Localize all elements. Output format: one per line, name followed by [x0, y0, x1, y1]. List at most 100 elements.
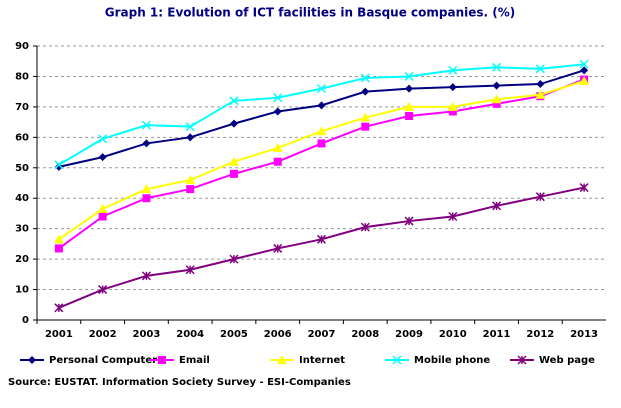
- marker: [448, 107, 457, 116]
- marker: [273, 243, 283, 253]
- y-tick-label: 40: [15, 193, 29, 204]
- marker: [98, 153, 107, 162]
- x-tick-label: 2003: [133, 329, 161, 340]
- marker: [229, 169, 238, 178]
- marker: [28, 356, 36, 364]
- marker: [492, 201, 502, 211]
- line: [58, 69, 585, 168]
- marker: [185, 174, 196, 184]
- y-tick-label: 70: [15, 102, 29, 113]
- marker: [492, 62, 502, 72]
- marker: [448, 211, 458, 222]
- y-tick-label: 60: [15, 132, 29, 143]
- legend-label: Internet: [299, 355, 345, 366]
- marker: [272, 142, 283, 152]
- marker: [229, 119, 238, 128]
- marker: [141, 120, 151, 130]
- marker: [316, 84, 327, 94]
- x-tick-label: 2010: [439, 329, 467, 340]
- y-tick-label: 80: [15, 71, 29, 82]
- x-tick-label: 2006: [264, 329, 292, 340]
- y-tick-label: 0: [22, 315, 29, 326]
- marker: [98, 212, 107, 221]
- marker: [448, 65, 458, 75]
- x-tick-label: 2009: [395, 329, 423, 340]
- y-tick-label: 20: [15, 254, 29, 265]
- x-tick-label: 2012: [526, 329, 554, 340]
- marker: [392, 355, 402, 365]
- x-tick-label: 2004: [176, 329, 204, 340]
- marker: [97, 203, 108, 213]
- marker: [141, 184, 152, 194]
- marker: [517, 355, 527, 365]
- marker: [361, 122, 370, 131]
- marker: [579, 183, 589, 193]
- marker: [54, 162, 63, 171]
- chart-title: Graph 1: Evolution of ICT facilities in …: [105, 6, 515, 20]
- marker: [448, 83, 457, 92]
- marker: [229, 96, 239, 106]
- marker: [54, 244, 63, 253]
- x-tick-label: 2011: [483, 329, 511, 340]
- marker: [142, 139, 151, 148]
- marker: [53, 234, 64, 244]
- marker: [404, 71, 414, 81]
- marker: [185, 265, 195, 275]
- marker: [273, 157, 282, 166]
- marker: [317, 101, 326, 110]
- marker: [98, 285, 108, 295]
- x-tick-label: 2013: [570, 329, 598, 340]
- marker: [98, 134, 108, 144]
- marker: [228, 156, 239, 166]
- x-tick-label: 2001: [45, 329, 73, 340]
- marker: [316, 126, 327, 136]
- y-tick-label: 90: [15, 41, 29, 52]
- y-tick-label: 30: [15, 224, 29, 235]
- marker: [317, 139, 326, 148]
- marker: [405, 112, 414, 121]
- marker: [405, 84, 414, 93]
- marker: [273, 93, 283, 103]
- marker: [579, 76, 590, 86]
- marker: [535, 89, 546, 99]
- y-tick-label: 50: [15, 163, 29, 174]
- marker: [404, 216, 414, 226]
- marker: [185, 122, 195, 132]
- marker: [360, 73, 370, 83]
- marker: [447, 101, 458, 111]
- legend-label: Web page: [539, 355, 595, 366]
- marker: [360, 112, 371, 122]
- marker: [492, 81, 501, 90]
- marker: [142, 194, 151, 203]
- legend-label: Mobile phone: [414, 355, 490, 366]
- marker: [535, 64, 545, 74]
- marker: [273, 107, 282, 116]
- line: [58, 63, 585, 166]
- marker: [54, 303, 64, 313]
- x-tick-label: 2008: [351, 329, 379, 340]
- marker: [186, 185, 195, 194]
- marker: [580, 66, 589, 75]
- y-tick-label: 10: [15, 285, 29, 296]
- marker: [54, 160, 64, 170]
- x-tick-label: 2005: [220, 329, 248, 340]
- legend-label: Email: [179, 355, 210, 366]
- marker: [277, 355, 287, 364]
- marker: [229, 254, 239, 264]
- source-note: Source: EUSTAT. Information Society Surv…: [8, 377, 351, 388]
- marker: [361, 87, 370, 96]
- marker: [141, 271, 151, 281]
- marker: [535, 192, 545, 202]
- marker: [186, 133, 195, 142]
- marker: [316, 234, 327, 244]
- marker: [491, 94, 502, 104]
- marker: [360, 222, 370, 232]
- marker: [579, 59, 589, 69]
- marker: [492, 99, 501, 108]
- marker: [158, 356, 166, 364]
- marker: [404, 101, 415, 111]
- marker: [536, 80, 545, 89]
- x-tick-label: 2002: [89, 329, 117, 340]
- legend-label: Personal Computer: [49, 355, 157, 366]
